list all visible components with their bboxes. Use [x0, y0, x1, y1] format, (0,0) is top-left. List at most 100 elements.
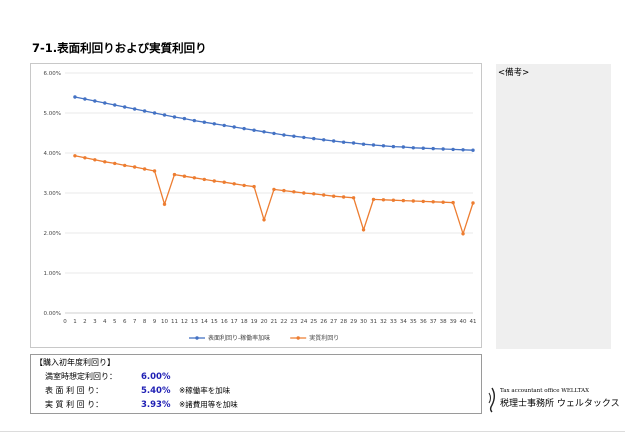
- data-point-s1: [441, 147, 445, 151]
- initial-yield-header: 【購入初年度利回り】: [35, 358, 115, 367]
- data-point-s2: [182, 174, 187, 178]
- data-point-s2: [192, 176, 197, 180]
- data-point-s2: [471, 201, 475, 205]
- data-point-s2: [451, 200, 455, 205]
- x-tick-label: 4: [103, 319, 107, 325]
- data-point-s1: [391, 144, 396, 149]
- x-tick-label: 11: [171, 319, 178, 325]
- data-point-s2: [272, 187, 276, 192]
- x-tick-label: 36: [420, 319, 427, 325]
- info-row-surface-yield: 表 面 利 回 り： 5.40% ※稼働率を加味: [45, 385, 230, 396]
- x-tick-label: 3: [93, 319, 97, 325]
- x-tick-label: 28: [340, 319, 347, 325]
- data-point-s1: [83, 97, 87, 101]
- data-point-s1: [212, 122, 216, 126]
- logo-english: Tax accountant office WELLTAX: [500, 388, 590, 394]
- x-tick-label: 17: [231, 319, 238, 325]
- data-point-s2: [202, 177, 207, 182]
- data-point-s2: [421, 199, 425, 204]
- data-point-s1: [272, 131, 276, 136]
- legend-swatch-marker: [195, 336, 199, 340]
- data-point-s2: [302, 191, 306, 195]
- data-point-s2: [83, 156, 87, 160]
- data-point-s1: [172, 115, 177, 119]
- x-tick-label: 5: [113, 319, 117, 325]
- data-point-s2: [152, 169, 157, 173]
- data-point-s2: [262, 218, 266, 222]
- data-point-s2: [401, 198, 406, 203]
- y-tick-label: 2.00%: [44, 231, 61, 237]
- x-tick-label: 13: [191, 319, 198, 325]
- y-tick-label: 3.00%: [44, 191, 61, 197]
- y-tick-label: 0.00%: [44, 311, 61, 317]
- data-point-s1: [451, 147, 455, 152]
- data-point-s1: [302, 135, 306, 140]
- x-tick-label: 15: [211, 319, 218, 325]
- data-point-s2: [282, 188, 286, 193]
- data-point-s2: [103, 160, 107, 164]
- data-point-s1: [242, 126, 246, 131]
- data-point-s1: [222, 123, 226, 128]
- x-tick-label: 14: [201, 319, 208, 325]
- data-point-s1: [262, 130, 266, 134]
- data-point-s2: [242, 183, 246, 188]
- x-tick-label: 37: [430, 319, 437, 325]
- info-label: 満室時想定利回り：: [45, 372, 117, 381]
- x-tick-label: 33: [390, 319, 397, 325]
- x-tick-label: 32: [380, 319, 387, 325]
- x-tick-label: 12: [181, 319, 188, 325]
- data-point-s1: [381, 144, 386, 148]
- x-tick-label: 8: [143, 319, 147, 325]
- data-point-s1: [152, 111, 157, 115]
- data-point-s2: [292, 190, 296, 194]
- data-point-s2: [142, 167, 147, 171]
- quill-logo-icon: [488, 387, 495, 413]
- y-tick-label: 5.00%: [44, 111, 61, 117]
- data-point-s1: [431, 146, 435, 151]
- data-point-s2: [132, 165, 137, 169]
- legend-label: 実質利回り: [309, 334, 339, 342]
- x-tick-label: 24: [300, 319, 307, 325]
- data-point-s1: [232, 125, 236, 129]
- info-row-full-occupancy: 満室時想定利回り： 6.00%: [45, 371, 179, 382]
- data-point-s1: [411, 146, 415, 150]
- data-point-s1: [421, 146, 425, 150]
- x-tick-label: 1: [73, 319, 77, 325]
- data-point-s2: [252, 184, 256, 189]
- data-point-s1: [123, 105, 127, 109]
- data-point-s1: [461, 148, 465, 152]
- data-point-s1: [103, 101, 107, 105]
- y-tick-label: 6.00%: [44, 71, 61, 77]
- data-point-s1: [401, 145, 406, 149]
- data-point-s1: [73, 95, 77, 99]
- data-point-s1: [351, 141, 356, 145]
- y-axis-ticks: 0.00% 1.00% 2.00% 3.00% 4.00% 5.00% 6.00%: [44, 71, 61, 317]
- info-row-real-yield: 実 質 利 回 り： 3.93% ※諸費用等を加味: [45, 399, 238, 410]
- data-point-s2: [162, 202, 167, 206]
- data-point-s2: [371, 197, 376, 202]
- data-point-s1: [162, 113, 167, 117]
- data-point-s1: [113, 103, 117, 107]
- data-point-s2: [351, 196, 356, 200]
- info-note: ※諸費用等を加味: [179, 400, 238, 409]
- info-value: 3.93%: [141, 400, 171, 410]
- x-tick-label: 19: [251, 319, 258, 325]
- x-tick-label: 9: [153, 319, 157, 325]
- data-point-s2: [172, 172, 177, 177]
- series-line-1: [74, 96, 474, 151]
- data-point-s1: [361, 142, 366, 146]
- info-label: 表 面 利 回 り：: [45, 386, 104, 395]
- data-point-s1: [252, 128, 256, 132]
- x-tick-label: 16: [221, 319, 228, 325]
- logo-japanese: 税理士事務所 ウェルタックス: [500, 399, 620, 409]
- x-tick-label: 40: [460, 319, 467, 325]
- x-tick-label: 0: [63, 319, 67, 325]
- data-point-s1: [182, 116, 187, 121]
- data-point-s1: [371, 143, 376, 147]
- page-title: 7-1.表面利回りおよび実質利回り: [32, 41, 207, 55]
- data-point-s1: [192, 118, 197, 123]
- data-point-s2: [212, 179, 216, 183]
- office-logo: Tax accountant office WELLTAX 税理士事務所 ウェル…: [486, 387, 620, 417]
